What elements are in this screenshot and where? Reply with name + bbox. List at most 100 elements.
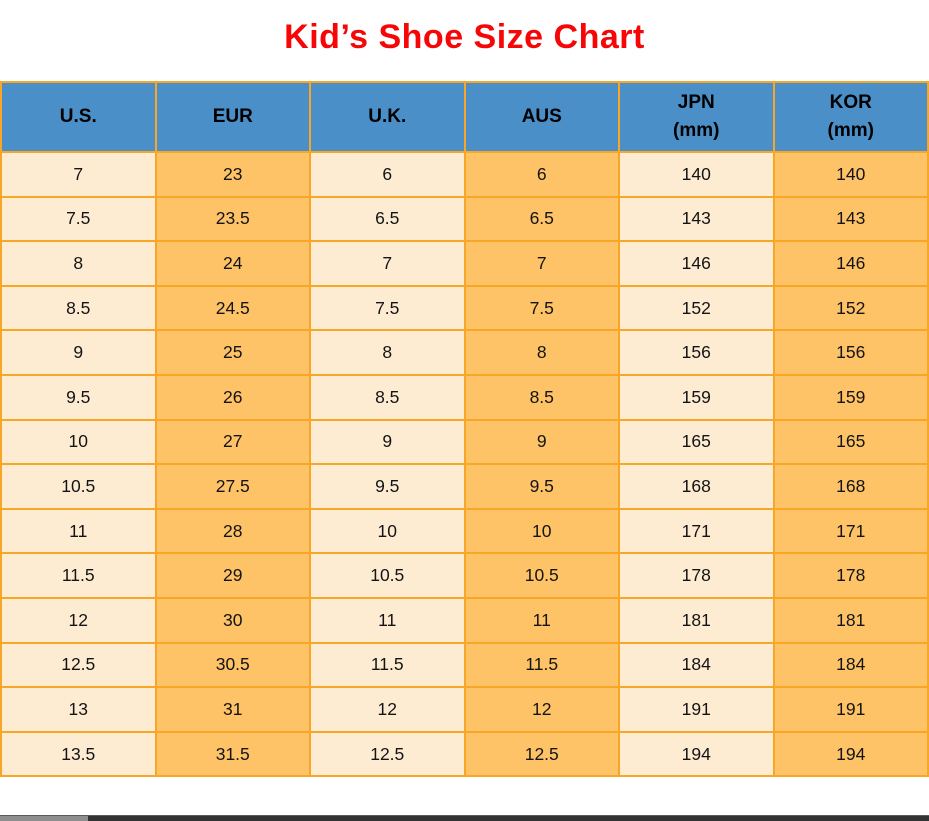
table-cell: 191: [772, 686, 929, 733]
table-cell: 8: [309, 329, 466, 376]
table-cell: 168: [772, 463, 929, 510]
table-cell: 10.5: [463, 552, 620, 599]
table-cell: 11: [463, 596, 620, 644]
table-cell: 9: [309, 418, 466, 466]
page: Kid’s Shoe Size Chart U.S. EUR U.K. AUS …: [0, 18, 929, 821]
shoe-size-table: U.S. EUR U.K. AUS JPN (mm) KOR (mm) 7 23 6 6 1…: [0, 81, 929, 778]
table-cell: 146: [618, 240, 775, 287]
table-cell: 7: [463, 240, 620, 287]
table-row: 7 23 6 6 140 140: [0, 151, 929, 198]
table-cell: 8.5: [463, 373, 620, 421]
column-header-jpn: JPN (mm): [618, 81, 775, 153]
table-cell: 11: [309, 596, 466, 644]
table-cell: 178: [618, 552, 775, 599]
table-row: 13 31 12 12 191 191: [0, 686, 929, 733]
table-cell: 10: [309, 507, 466, 555]
table-cell: 165: [772, 418, 929, 466]
table-cell: 191: [618, 686, 775, 733]
table-row: 8 24 7 7 146 146: [0, 240, 929, 287]
table-cell: 194: [618, 730, 775, 778]
table-cell: 11.5: [463, 641, 620, 689]
table-row: 11 28 10 10 171 171: [0, 507, 929, 555]
table-row: 9 25 8 8 156 156: [0, 329, 929, 376]
table-cell: 12: [463, 686, 620, 733]
table-cell: 165: [618, 418, 775, 466]
table-cell: 29: [154, 552, 311, 599]
table-cell: 11.5: [309, 641, 466, 689]
table-cell: 7.5: [463, 284, 620, 332]
table-cell: 152: [618, 284, 775, 332]
table-cell: 8: [463, 329, 620, 376]
table-cell: 9.5: [0, 373, 157, 421]
column-header-aus: AUS: [463, 81, 620, 153]
table-cell: 194: [772, 730, 929, 778]
table-cell: 8: [0, 240, 157, 287]
column-header-kor: KOR (mm): [772, 81, 929, 153]
table-row: 11.5 29 10.5 10.5 178 178: [0, 552, 929, 599]
column-header-uk: U.K.: [309, 81, 466, 153]
table-cell: 11: [0, 507, 157, 555]
table-cell: 23: [154, 151, 311, 198]
table-cell: 7: [0, 151, 157, 198]
column-header-label: U.S.: [59, 106, 97, 128]
table-cell: 181: [772, 596, 929, 644]
column-header-eur: EUR: [154, 81, 311, 153]
table-cell: 181: [618, 596, 775, 644]
table-cell: 8.5: [309, 373, 466, 421]
column-header-sub: (mm): [827, 120, 874, 141]
column-header-label: AUS: [521, 106, 562, 128]
table-row: 12 30 11 11 181 181: [0, 596, 929, 644]
table-header-row: U.S. EUR U.K. AUS JPN (mm) KOR (mm): [0, 81, 929, 153]
column-header-label: U.K.: [368, 106, 407, 128]
table-cell: 171: [772, 507, 929, 555]
column-header-label: JPN: [677, 92, 715, 114]
table-cell: 24: [154, 240, 311, 287]
horizontal-scrollbar[interactable]: [0, 815, 929, 821]
table-cell: 6.5: [463, 195, 620, 243]
table-cell: 13: [0, 686, 157, 733]
table-cell: 12: [0, 596, 157, 644]
table-cell: 12.5: [0, 641, 157, 689]
table-row: 8.5 24.5 7.5 7.5 152 152: [0, 284, 929, 332]
column-header-label: KOR: [829, 92, 872, 114]
table-cell: 178: [772, 552, 929, 599]
column-header-label: EUR: [212, 106, 253, 128]
table-cell: 6: [309, 151, 466, 198]
table-cell: 8.5: [0, 284, 157, 332]
table-cell: 27.5: [154, 463, 311, 510]
table-cell: 143: [618, 195, 775, 243]
table-cell: 31: [154, 686, 311, 733]
table-cell: 11.5: [0, 552, 157, 599]
column-header-sub: (mm): [673, 120, 720, 141]
table-cell: 10: [463, 507, 620, 555]
table-cell: 156: [772, 329, 929, 376]
table-cell: 23.5: [154, 195, 311, 243]
table-cell: 9: [463, 418, 620, 466]
table-cell: 7.5: [0, 195, 157, 243]
table-cell: 10.5: [0, 463, 157, 510]
table-cell: 7.5: [309, 284, 466, 332]
table-row: 12.5 30.5 11.5 11.5 184 184: [0, 641, 929, 689]
table-cell: 184: [618, 641, 775, 689]
table-cell: 9.5: [309, 463, 466, 510]
table-cell: 184: [772, 641, 929, 689]
table-cell: 30.5: [154, 641, 311, 689]
page-title: Kid’s Shoe Size Chart: [284, 18, 645, 56]
table-row: 10 27 9 9 165 165: [0, 418, 929, 466]
table-cell: 6.5: [309, 195, 466, 243]
table-cell: 146: [772, 240, 929, 287]
table-cell: 26: [154, 373, 311, 421]
table-cell: 9: [0, 329, 157, 376]
scrollbar-thumb[interactable]: [0, 816, 88, 821]
table-cell: 25: [154, 329, 311, 376]
table-cell: 9.5: [463, 463, 620, 510]
table-cell: 12.5: [463, 730, 620, 778]
table-cell: 159: [618, 373, 775, 421]
table-cell: 140: [772, 151, 929, 198]
column-header-us: U.S.: [0, 81, 157, 153]
table-cell: 12: [309, 686, 466, 733]
table-cell: 156: [618, 329, 775, 376]
table-cell: 13.5: [0, 730, 157, 778]
table-row: 10.5 27.5 9.5 9.5 168 168: [0, 463, 929, 510]
table-row: 13.5 31.5 12.5 12.5 194 194: [0, 730, 929, 778]
